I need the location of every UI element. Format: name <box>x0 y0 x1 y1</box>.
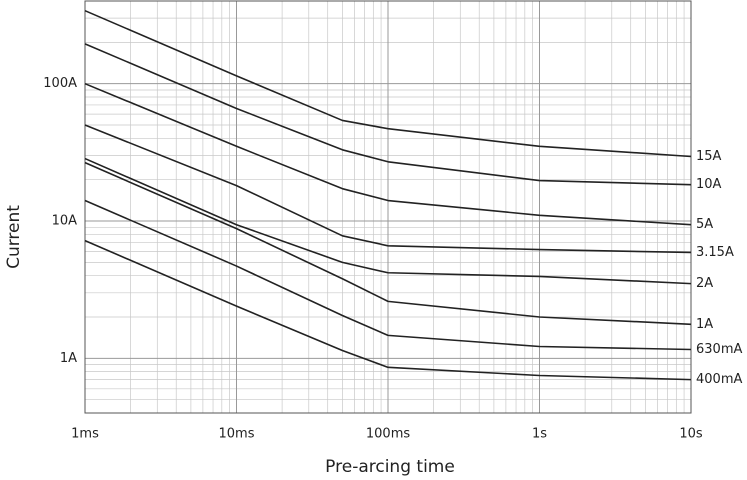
series-label: 1A <box>696 317 713 332</box>
series-label: 3.15A <box>696 245 734 260</box>
series-label: 10A <box>696 177 722 192</box>
series-label: 400mA <box>696 372 742 387</box>
x-tick-label: 100ms <box>366 427 410 442</box>
y-axis-label: Current <box>4 205 24 269</box>
series-line <box>84 9 692 158</box>
x-tick-label: 1ms <box>71 427 99 442</box>
series-label: 2A <box>696 276 713 291</box>
series-line <box>84 199 692 351</box>
series-label: 5A <box>696 217 713 232</box>
series-line <box>84 239 692 381</box>
series-label: 15A <box>696 149 722 164</box>
x-tick-label: 10s <box>679 427 703 442</box>
series-label: 630mA <box>696 342 742 357</box>
series-line <box>84 161 692 326</box>
y-tick-label: 10A <box>52 214 78 229</box>
x-tick-label: 10ms <box>219 427 255 442</box>
series-line <box>84 43 692 186</box>
series-line <box>84 82 692 226</box>
y-tick-label: 100A <box>43 76 77 91</box>
series-line <box>84 124 692 254</box>
series-line <box>84 157 692 285</box>
x-axis-label: Pre-arcing time <box>325 457 455 477</box>
plot-frame <box>84 0 692 414</box>
y-tick-label: 1A <box>60 351 77 366</box>
x-tick-label: 1s <box>532 427 547 442</box>
